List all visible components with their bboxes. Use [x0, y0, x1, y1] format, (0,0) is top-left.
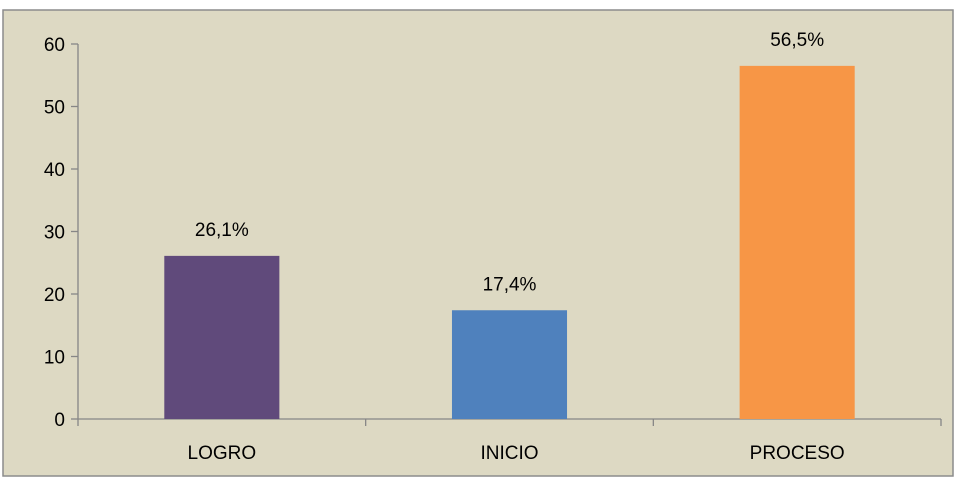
data-label: 26,1% [195, 220, 249, 241]
x-tick-label: INICIO [480, 443, 538, 464]
data-labels-group: 26,1% 17,4% 56,5% [195, 30, 824, 295]
y-tick-label: 0 [54, 410, 65, 431]
bar-inicio [451, 310, 568, 419]
data-label: 56,5% [770, 30, 824, 51]
y-tick-label: 30 [44, 223, 65, 244]
y-axis: 0 10 20 30 40 50 60 [44, 35, 79, 431]
bar-logro [164, 255, 280, 419]
bar-proceso [739, 65, 855, 419]
bars-group [164, 65, 855, 419]
data-label: 17,4% [483, 274, 537, 295]
y-tick-label: 60 [44, 35, 65, 56]
y-tick-label: 50 [44, 98, 65, 119]
y-tick-label: 40 [44, 160, 65, 181]
x-tick-label: LOGRO [188, 443, 257, 464]
y-tick-label: 10 [44, 348, 65, 369]
y-tick-label: 20 [44, 285, 65, 306]
x-tick-label: PROCESO [750, 443, 845, 464]
